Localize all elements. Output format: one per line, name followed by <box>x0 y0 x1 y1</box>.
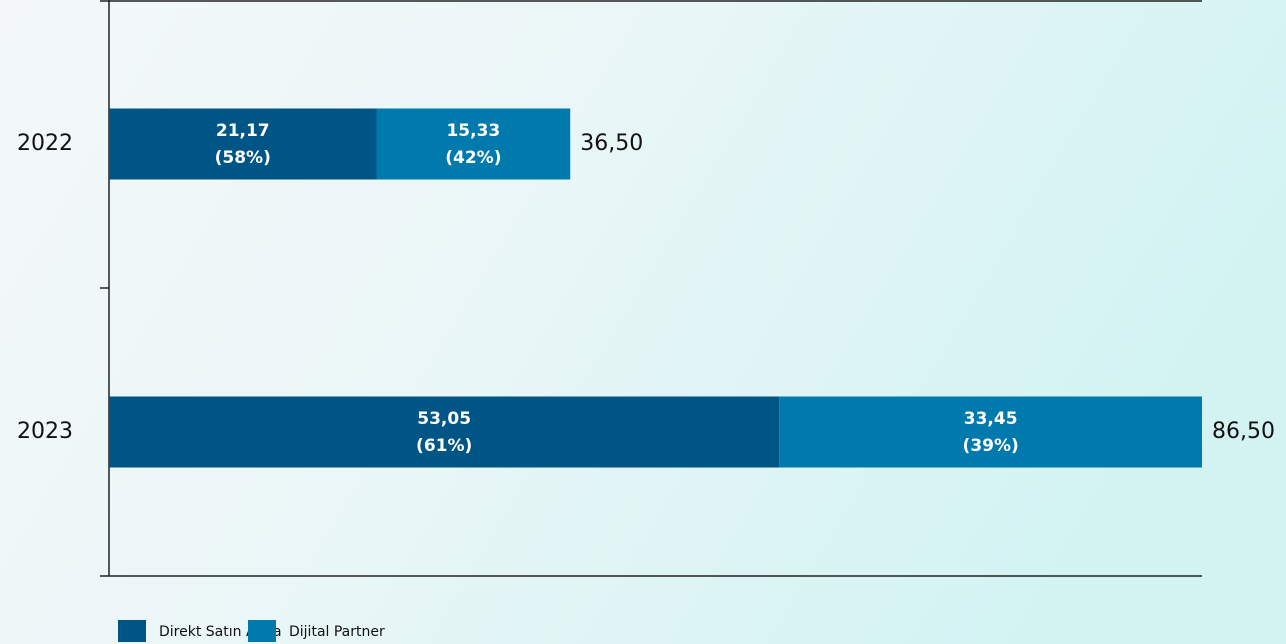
legend-label: Dijital Partner <box>289 624 385 640</box>
bar-segment <box>109 108 377 180</box>
bar-segment <box>109 396 780 468</box>
bar-segment <box>779 396 1202 468</box>
y-tick-label: 2023 <box>17 419 73 444</box>
bar-segment <box>376 108 571 180</box>
data-share-label: (61%) <box>416 436 472 456</box>
legend-swatch <box>248 620 276 642</box>
axes <box>100 0 1202 577</box>
data-share-label: (58%) <box>215 148 271 168</box>
legend-swatch <box>118 620 146 642</box>
y-tick-label: 2022 <box>17 131 73 156</box>
data-label: 33,45 <box>964 409 1018 429</box>
data-label: 21,17 <box>216 121 270 141</box>
total-label: 86,50 <box>1212 419 1275 444</box>
data-share-label: (42%) <box>445 148 501 168</box>
total-label: 36,50 <box>580 131 643 156</box>
data-label: 53,05 <box>417 409 471 429</box>
data-share-label: (39%) <box>963 436 1019 456</box>
data-label: 15,33 <box>446 121 500 141</box>
